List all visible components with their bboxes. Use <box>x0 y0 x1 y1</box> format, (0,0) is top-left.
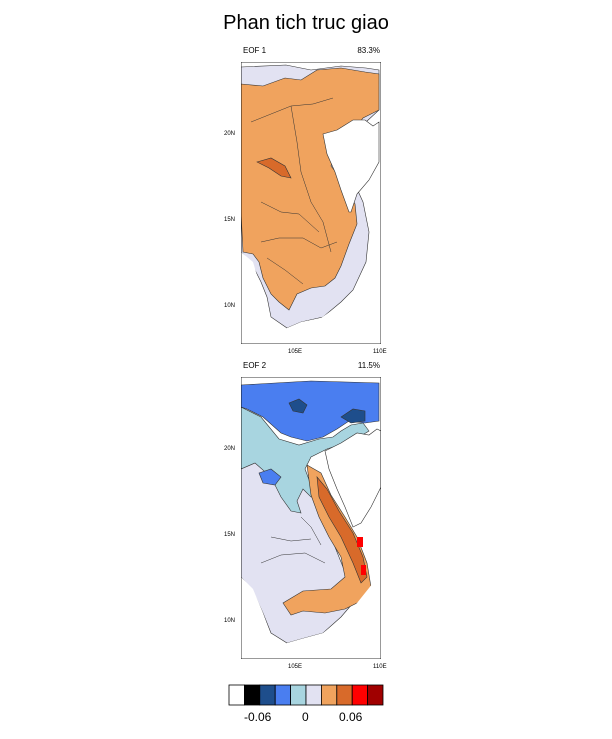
colorbar-label-neg: -0.06 <box>244 710 272 724</box>
eof1-lat-20n: 20N <box>224 131 236 137</box>
eof2-lightblue-region <box>241 406 370 514</box>
panel-2-percent: 11.5% <box>357 361 380 370</box>
eof1-whitesea <box>241 62 381 344</box>
eof2-map <box>241 377 381 659</box>
colorbar-swatch <box>290 684 307 706</box>
eof2-lon-110e: 110E <box>373 664 387 670</box>
eof2-darkorange-region <box>316 476 368 584</box>
panel-2-label: EOF 2 <box>243 361 267 370</box>
eof2-lat-15n: 15N <box>224 532 236 538</box>
eof1-map <box>241 62 381 344</box>
colorbar-swatch <box>259 684 276 706</box>
panel-1-label: EOF 1 <box>243 46 267 55</box>
eof2-lat-10n: 10N <box>224 618 236 624</box>
eof1-dark-patch <box>256 157 292 179</box>
eof2-lat-20n: 20N <box>224 446 236 452</box>
colorbar-swatch <box>243 684 261 706</box>
eof2-boundaries <box>260 516 326 564</box>
figure-title: Phan tich truc giao <box>223 12 389 34</box>
eof1-lon-105e: 105E <box>288 349 303 355</box>
colorbar-swatch <box>321 684 338 706</box>
eof2-navy-patches <box>288 398 366 424</box>
eof2-orange-region <box>282 464 372 616</box>
colorbar-swatch <box>305 684 322 706</box>
colorbar-swatch <box>336 684 353 706</box>
panel-1-percent: 83.3% <box>357 46 380 55</box>
eof1-lon-110e: 110E <box>373 349 387 355</box>
eof1-lat-15n: 15N <box>224 217 236 223</box>
colorbar-swatch <box>367 684 384 706</box>
eof2-lon-105e: 105E <box>288 664 303 670</box>
eof1-lat-10n: 10N <box>224 303 236 309</box>
colorbar-swatch <box>351 684 368 706</box>
eof2-blue-region <box>241 380 380 486</box>
colorbar-swatch <box>274 684 292 706</box>
colorbar-swatch <box>228 684 245 706</box>
eof2-red-patches <box>357 537 366 575</box>
eof2-whitesea <box>241 377 381 659</box>
colorbar-label-pos: 0.06 <box>339 710 363 724</box>
colorbar <box>228 684 384 706</box>
colorbar-label-zero: 0 <box>302 710 309 724</box>
eof1-boundaries <box>250 97 338 285</box>
